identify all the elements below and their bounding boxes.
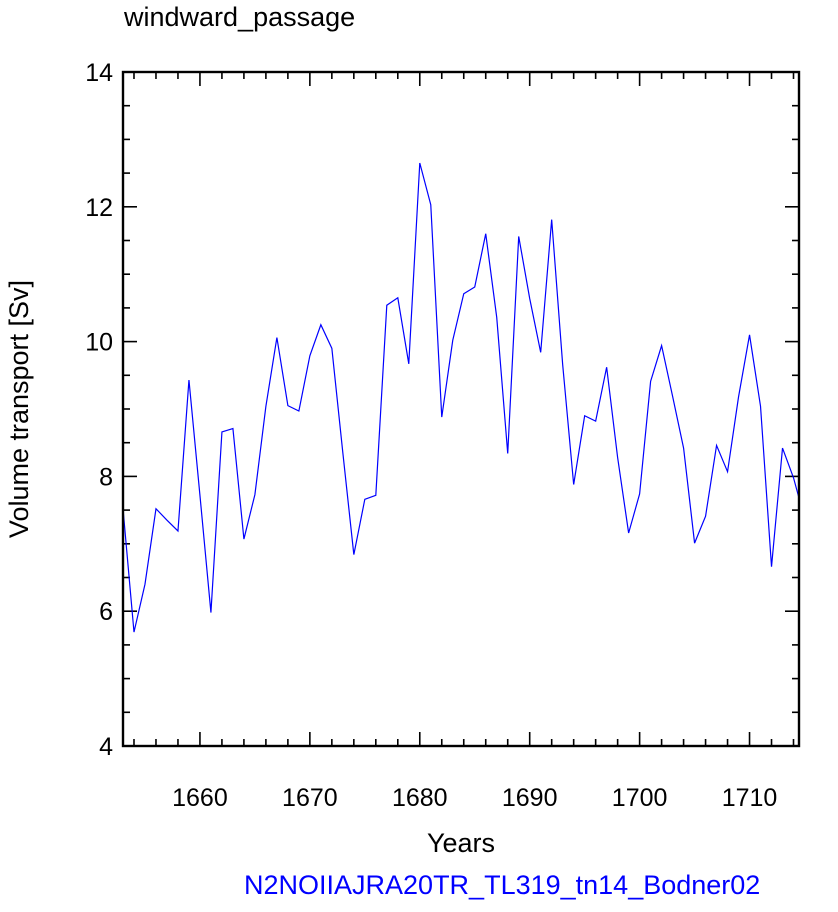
axis-ticks xyxy=(123,71,799,747)
x-tick-label: 1690 xyxy=(502,784,558,812)
y-tick-label: 4 xyxy=(99,733,113,761)
x-tick-label: 1660 xyxy=(172,784,228,812)
x-tick-label: 1680 xyxy=(392,784,448,812)
series-line xyxy=(122,162,800,633)
y-tick-label: 10 xyxy=(85,329,113,357)
plot-frame xyxy=(121,70,801,748)
tick-labels: 1660 1670 1680 1690 1700 1710 4 6 8 10 12 14 xyxy=(85,59,777,812)
x-tick-label: 1670 xyxy=(282,784,338,812)
y-tick-label: 6 xyxy=(99,598,113,626)
chart-title: windward_passage xyxy=(124,2,356,32)
footer-text: N2NOIIAJRA20TR_TL319_tn14_Bodner02 xyxy=(244,870,761,900)
y-axis-label: Volume transport [Sv] xyxy=(4,280,34,538)
x-tick-label: 1710 xyxy=(722,784,778,812)
y-tick-label: 14 xyxy=(85,59,113,87)
x-tick-label: 1700 xyxy=(612,784,668,812)
y-tick-label: 8 xyxy=(99,463,113,491)
x-axis-label: Years xyxy=(427,828,495,858)
y-tick-label: 12 xyxy=(85,194,113,222)
